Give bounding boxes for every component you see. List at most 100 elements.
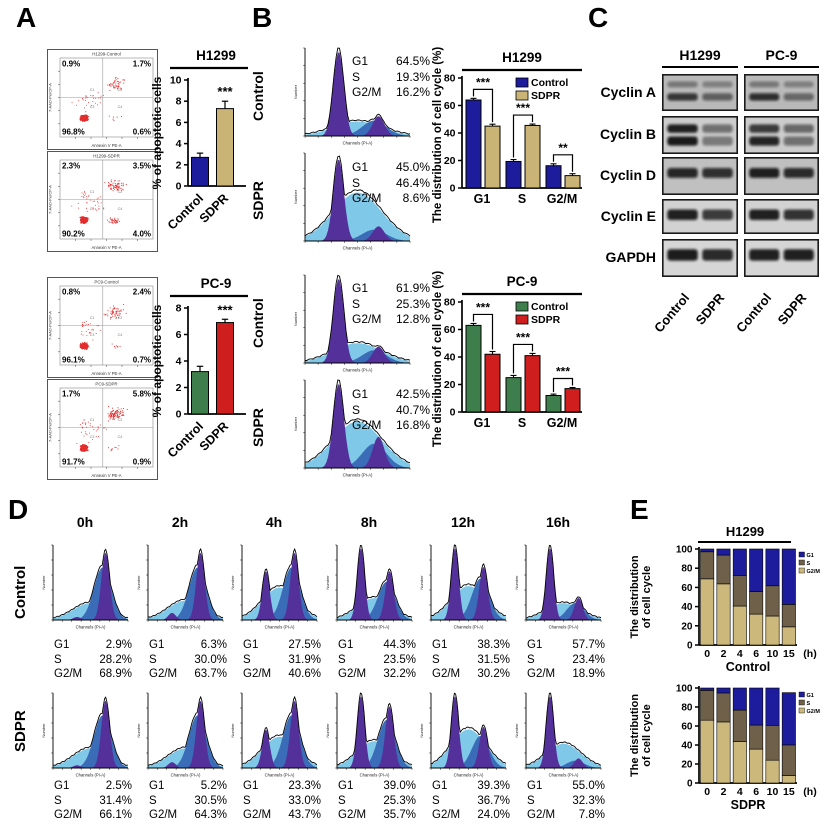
- stack-seg-g2m: [781, 775, 796, 784]
- quadrant-ul-value: 0.8%: [62, 288, 80, 297]
- stat-label: G1: [54, 639, 70, 651]
- x-tick-label: 2: [721, 786, 727, 798]
- histogram-envelope: [52, 548, 129, 619]
- cell-cycle-histogram: Channels (PI-A) Number: [514, 544, 602, 630]
- blot-band: [749, 136, 780, 146]
- legend-swatch: [798, 707, 805, 714]
- stack-seg-s: [749, 724, 764, 750]
- stat-value: 24.0%: [477, 809, 510, 821]
- timepoint-header: 2h: [171, 514, 189, 530]
- x-category-label: G2/M: [547, 192, 578, 206]
- gate-label: C1: [90, 316, 95, 320]
- histogram-component: [53, 700, 128, 768]
- hist-y-label: Number: [514, 575, 519, 590]
- scatter-dots: [76, 406, 128, 452]
- stat-row: G2/M 40.6%: [243, 667, 321, 682]
- stat-row: S 36.7%: [432, 794, 510, 809]
- flow-plot: PC9-Control 0.8% 2.4% 96.1% 0.7% C1 C2 C3 C4 Anne…: [47, 277, 158, 378]
- quadrant-ul-value: 1.7%: [62, 390, 80, 399]
- chart-y-axis-label: % of apoptotic cells: [150, 76, 164, 189]
- stack-seg-g2m: [765, 759, 780, 784]
- blot-frame: [744, 74, 820, 112]
- stat-label: G2/M: [243, 809, 272, 821]
- stat-value: 31.9%: [288, 653, 321, 666]
- flow-x-label: Annexin V PE-A: [91, 371, 121, 376]
- histogram-component: [305, 160, 410, 241]
- significance-bracket: [472, 88, 494, 123]
- stat-label: S: [149, 794, 157, 807]
- chart-title: PC-9: [201, 276, 232, 291]
- stat-value: 57.7%: [572, 639, 605, 651]
- stat-label: G2/M: [338, 668, 367, 680]
- histogram-component: [526, 597, 601, 620]
- y-tick-label: 100: [676, 684, 693, 695]
- histogram-envelope: [147, 547, 224, 619]
- blot-band: [667, 209, 698, 220]
- gate-label: C2: [118, 316, 123, 320]
- chart-y-axis-label: of cell cycle: [641, 566, 653, 628]
- hist-y-label: Number: [325, 575, 330, 590]
- stat-label: G1: [352, 54, 369, 68]
- stack-seg-s: [716, 692, 731, 723]
- stack-seg-g1: [749, 687, 764, 726]
- hist-y-label: Number: [514, 723, 519, 738]
- bar-sdpr: [216, 322, 234, 415]
- stat-value: 36.7%: [477, 794, 510, 807]
- western-blot: [662, 157, 739, 196]
- significance-stars: ***: [516, 330, 530, 344]
- stat-label: G1: [352, 387, 369, 401]
- blot-band: [783, 81, 814, 88]
- x-tick-label: 4: [737, 648, 743, 660]
- hist-y-label: Number: [419, 723, 424, 738]
- quadrant-lr-value: 4.0%: [133, 230, 151, 239]
- gate-label: C2: [118, 88, 123, 92]
- stat-value: 18.9%: [572, 668, 605, 680]
- chart-y-axis-label: The distribution of cell cycle (%): [432, 47, 444, 224]
- blot-band: [702, 209, 733, 220]
- chart-title: H1299: [196, 48, 236, 63]
- stat-value: 30.0%: [194, 653, 227, 666]
- cell-cycle-stats: G1 2.9% S 28.2% G2/M 68.9%: [54, 638, 132, 682]
- stat-row: G2/M 7.8%: [527, 808, 605, 823]
- histogram-envelope: [241, 695, 318, 766]
- stat-label: G2/M: [432, 809, 461, 821]
- significance-bracket: [512, 343, 534, 374]
- legend-swatch: [798, 551, 805, 558]
- y-tick-label: 40: [444, 352, 456, 364]
- legend-swatch: [515, 301, 529, 312]
- flow-plot-title: PC9-SDPR: [95, 382, 117, 387]
- cell-cycle-stats: G1 5.2% S 30.5% G2/M 64.3%: [149, 779, 227, 823]
- blot-frame: [662, 116, 739, 155]
- cell-cycle-stats: G1 64.5% S 19.3% G2/M 16.2%: [352, 54, 430, 101]
- quadrant-ll-value: 96.1%: [62, 356, 85, 365]
- blot-band: [667, 93, 698, 101]
- quadrant-ur-value: 2.4%: [133, 288, 151, 297]
- stat-row: S 19.3%: [352, 70, 430, 86]
- histogram-component: [431, 566, 506, 620]
- hist-y-label: Number: [136, 575, 141, 590]
- chart-y-axis-label: % of apoptotic cells: [150, 304, 164, 417]
- histogram-component: [242, 571, 317, 620]
- significance-bracket: [552, 154, 574, 172]
- hist-x-label: Channels (PI-A): [343, 141, 373, 146]
- stat-value: 40.7%: [395, 402, 430, 417]
- stat-value: 39.3%: [477, 780, 510, 792]
- stat-row: G1 64.5%: [352, 54, 430, 70]
- stat-value: 44.3%: [383, 639, 416, 651]
- blot-row-label: GAPDH: [605, 249, 656, 265]
- bar-sdpr-g1: [484, 125, 501, 189]
- histogram-component: [53, 765, 128, 768]
- stat-value: 8.6%: [402, 191, 430, 205]
- histogram-component: [305, 279, 410, 363]
- stat-row: G1 55.0%: [527, 779, 605, 794]
- blot-band: [667, 168, 698, 178]
- stack-seg-g2m: [749, 613, 764, 646]
- y-tick-label: 4: [176, 356, 182, 368]
- blot-band: [702, 81, 733, 88]
- stat-label: G2/M: [352, 85, 382, 99]
- significance-bracket: [512, 114, 534, 158]
- stat-value: 16.2%: [395, 85, 430, 99]
- significance-stars: ***: [217, 302, 233, 317]
- hist-x-label: Channels (PI-A): [171, 625, 201, 630]
